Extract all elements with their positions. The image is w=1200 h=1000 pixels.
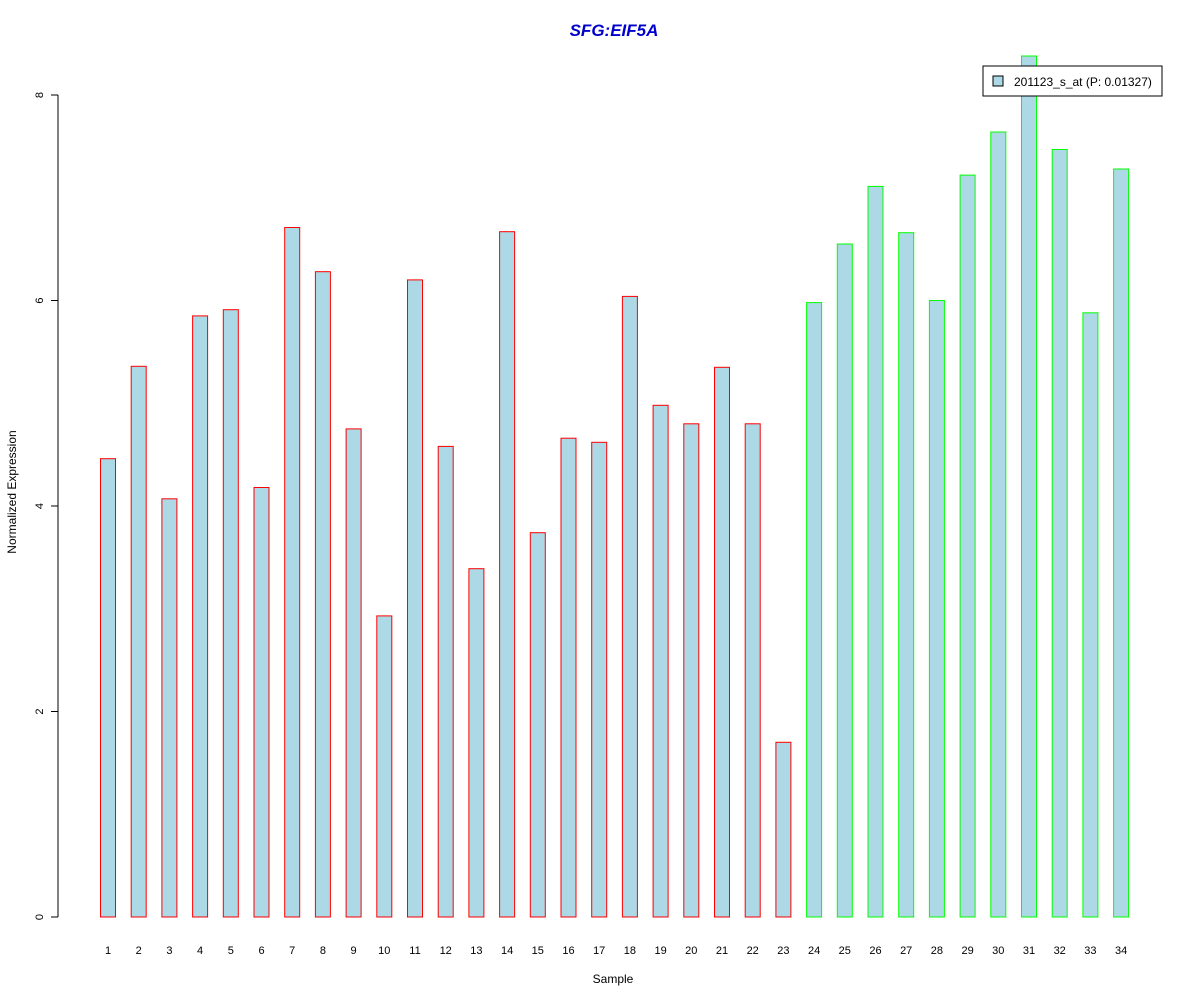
x-tick-label: 1 bbox=[105, 945, 111, 957]
bar-sample-32 bbox=[1051, 149, 1068, 918]
x-tick-label: 5 bbox=[228, 945, 234, 957]
x-tick-label: 6 bbox=[258, 945, 264, 957]
bar-sample-4 bbox=[192, 315, 209, 918]
bar-sample-27 bbox=[898, 232, 915, 918]
y-tick-label: 2 bbox=[34, 708, 46, 714]
x-tick-label: 3 bbox=[166, 945, 172, 957]
bar-sample-22 bbox=[744, 423, 761, 918]
x-axis-label: Sample bbox=[593, 972, 634, 986]
bar-sample-1 bbox=[100, 458, 116, 918]
chart-title: SFG:EIF5A bbox=[570, 21, 659, 40]
bar-sample-23 bbox=[775, 741, 792, 918]
x-tick-label: 22 bbox=[747, 945, 759, 957]
bar-sample-12 bbox=[437, 445, 454, 918]
legend-entry-label: 201123_s_at (P: 0.01327) bbox=[1014, 75, 1152, 89]
x-tick-label: 17 bbox=[593, 945, 605, 957]
x-tick-label: 29 bbox=[961, 945, 973, 957]
y-tick-label: 8 bbox=[34, 92, 46, 98]
legend-box bbox=[982, 65, 1163, 97]
bar-sample-28 bbox=[928, 300, 945, 918]
bar-sample-11 bbox=[407, 279, 423, 918]
y-axis: 0 2 4 6 8 bbox=[34, 92, 59, 920]
bar-sample-6 bbox=[253, 487, 270, 918]
x-tick-label: 32 bbox=[1054, 945, 1066, 957]
x-axis-ticks: 1 2 3 4 5 6 7 8 9 10 11 12 13 14 15 16 17 18 19 20 21 22 23 24 2… bbox=[105, 945, 1127, 957]
y-tick-label: 4 bbox=[34, 503, 46, 509]
x-tick-label: 8 bbox=[320, 945, 326, 957]
bar-sample-10 bbox=[376, 615, 393, 918]
bar-sample-14 bbox=[499, 231, 516, 918]
x-tick-label: 21 bbox=[716, 945, 728, 957]
bar-sample-19 bbox=[652, 404, 669, 918]
bar-sample-24 bbox=[806, 302, 823, 918]
x-tick-label: 24 bbox=[808, 945, 820, 957]
legend-swatch bbox=[992, 75, 1004, 87]
bar-sample-2 bbox=[130, 365, 147, 918]
x-tick-label: 4 bbox=[197, 945, 203, 957]
bar-sample-9 bbox=[345, 428, 362, 918]
x-tick-label: 7 bbox=[289, 945, 295, 957]
x-tick-label: 13 bbox=[470, 945, 482, 957]
x-tick-label: 33 bbox=[1084, 945, 1096, 957]
bars bbox=[100, 55, 1130, 918]
x-tick-label: 15 bbox=[532, 945, 544, 957]
bar-sample-31 bbox=[1021, 55, 1037, 918]
x-tick-label: 10 bbox=[378, 945, 390, 957]
bar-sample-34 bbox=[1113, 168, 1130, 918]
bar-sample-7 bbox=[284, 227, 301, 918]
bar-sample-21 bbox=[714, 366, 730, 918]
bar-sample-26 bbox=[867, 185, 884, 918]
bar-sample-16 bbox=[560, 437, 577, 918]
y-tick-label: 6 bbox=[34, 297, 46, 303]
x-tick-label: 27 bbox=[900, 945, 912, 957]
x-tick-label: 11 bbox=[409, 945, 420, 957]
x-tick-label: 23 bbox=[777, 945, 789, 957]
y-axis-label: Normalized Expression bbox=[5, 430, 19, 553]
x-tick-label: 28 bbox=[931, 945, 943, 957]
bar-sample-3 bbox=[161, 498, 178, 918]
bar-sample-25 bbox=[836, 243, 853, 918]
x-tick-label: 16 bbox=[562, 945, 574, 957]
bar-sample-15 bbox=[529, 532, 546, 918]
x-tick-label: 18 bbox=[624, 945, 636, 957]
bar-sample-5 bbox=[222, 309, 239, 918]
bar-sample-33 bbox=[1082, 312, 1099, 918]
bar-sample-13 bbox=[468, 568, 485, 918]
x-tick-label: 2 bbox=[136, 945, 142, 957]
x-tick-label: 31 bbox=[1023, 945, 1035, 957]
x-tick-label: 14 bbox=[501, 945, 513, 957]
x-tick-label: 9 bbox=[351, 945, 357, 957]
x-tick-label: 20 bbox=[685, 945, 697, 957]
bar-sample-8 bbox=[314, 271, 331, 918]
x-tick-label: 34 bbox=[1115, 945, 1127, 957]
x-tick-label: 26 bbox=[869, 945, 881, 957]
bar-sample-18 bbox=[621, 295, 638, 918]
x-tick-label: 12 bbox=[440, 945, 452, 957]
x-tick-label: 25 bbox=[839, 945, 851, 957]
bar-sample-20 bbox=[683, 423, 700, 918]
bar-sample-30 bbox=[990, 131, 1007, 918]
x-tick-label: 30 bbox=[992, 945, 1004, 957]
legend: 201123_s_at (P: 0.01327) bbox=[982, 65, 1163, 97]
x-tick-label: 19 bbox=[654, 945, 666, 957]
y-tick-label: 0 bbox=[34, 914, 46, 920]
bar-sample-17 bbox=[591, 441, 608, 918]
bar-sample-29 bbox=[959, 174, 976, 918]
